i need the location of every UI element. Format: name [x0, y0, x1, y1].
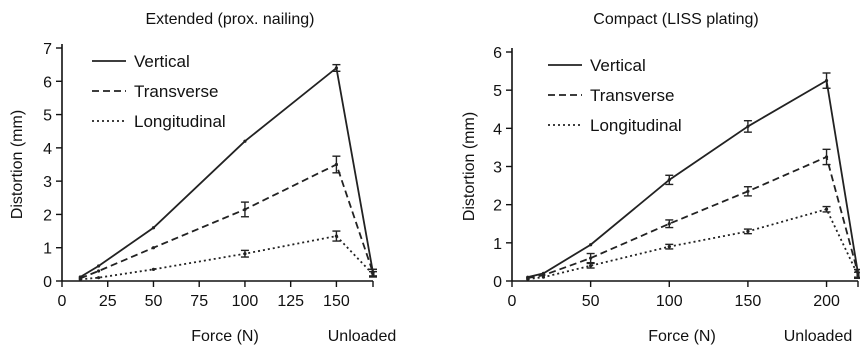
- x-tick-label: 150: [735, 293, 762, 310]
- y-tick-label: 2: [43, 207, 52, 224]
- data-point: [78, 277, 82, 281]
- y-axis-label: Distortion (mm): [9, 110, 26, 219]
- legend-label-vertical: Vertical: [134, 52, 190, 71]
- series-line-transverse: [527, 155, 859, 279]
- legend-label-vertical: Vertical: [590, 56, 646, 75]
- chart-panel-1: Extended (prox. nailing) 0 1 2 3 4 5 6 7 0 25 50 75 1…: [9, 11, 396, 345]
- data-point: [824, 207, 829, 211]
- data-point: [667, 222, 671, 226]
- data-point: [151, 246, 156, 250]
- x-tick-label: 0: [508, 293, 517, 310]
- series-vertical: [526, 72, 860, 279]
- y-tick-label: 2: [493, 198, 502, 215]
- data-point: [667, 245, 671, 249]
- y-tick-label: 3: [43, 174, 52, 191]
- y-tick-label: 0: [493, 274, 502, 291]
- x-category-label-unloaded: Unloaded: [784, 328, 853, 345]
- x-tick-label: 0: [58, 293, 67, 310]
- data-point: [151, 226, 156, 230]
- x-axis-label: Force (N): [648, 328, 716, 345]
- legend-label-transverse: Transverse: [134, 82, 218, 101]
- x-category-label-unloaded: Unloaded: [328, 328, 397, 345]
- data-point: [746, 189, 750, 193]
- data-point: [334, 66, 339, 70]
- data-point: [589, 256, 593, 260]
- x-tick-label: 50: [582, 293, 600, 310]
- series-vertical: [78, 63, 377, 279]
- series-line-vertical: [79, 66, 374, 278]
- y-tick-label: 0: [43, 274, 52, 291]
- x-tick-label: 100: [232, 293, 259, 310]
- data-point: [589, 243, 593, 247]
- chart-title: Extended (prox. nailing): [146, 11, 315, 28]
- x-tick-label: 150: [323, 293, 350, 310]
- data-point: [334, 234, 339, 238]
- y-tick-label: 4: [43, 141, 52, 158]
- series-line-longitudinal: [527, 208, 859, 280]
- data-point: [824, 155, 829, 159]
- series-longitudinal: [526, 205, 860, 281]
- x-axis-label: Force (N): [191, 328, 259, 345]
- y-tick-label: 4: [493, 121, 502, 138]
- x-tick-label: 100: [656, 293, 683, 310]
- series-line-longitudinal: [80, 235, 374, 281]
- series-longitudinal: [78, 230, 377, 281]
- data-point: [371, 272, 375, 276]
- series-transverse: [526, 148, 860, 280]
- data-point: [96, 264, 101, 268]
- y-tick-label: 7: [43, 41, 52, 58]
- data-point: [541, 275, 546, 279]
- series-line-transverse: [79, 163, 374, 280]
- data-point: [667, 178, 671, 182]
- y-axis-label: Distortion (mm): [461, 112, 478, 221]
- data-point: [856, 273, 860, 277]
- y-tick-label: 6: [493, 45, 502, 62]
- x-tick-label: 125: [277, 293, 304, 310]
- y-tick-label: 5: [493, 83, 502, 100]
- legend-label-longitudinal: Longitudinal: [590, 116, 682, 135]
- data-point: [243, 252, 247, 256]
- x-tick-label: 200: [813, 293, 840, 310]
- data-point: [334, 162, 339, 167]
- y-tick-label: 5: [43, 108, 52, 125]
- data-point: [589, 264, 593, 268]
- data-point: [96, 269, 101, 273]
- chart-panel-2: Compact (LISS plating) 0 1 2 3 4 5 6 0 50 100 150 20…: [461, 11, 860, 345]
- data-point: [746, 229, 750, 233]
- data-point: [243, 207, 247, 212]
- data-point: [151, 267, 156, 271]
- data-point: [746, 124, 750, 129]
- series-line-vertical: [527, 79, 859, 279]
- x-tick-label: 25: [99, 293, 117, 310]
- y-tick-label: 6: [43, 74, 52, 91]
- legend-label-longitudinal: Longitudinal: [134, 112, 226, 131]
- x-tick-label: 50: [145, 293, 163, 310]
- y-tick-label: 1: [43, 241, 52, 258]
- legend-label-transverse: Transverse: [590, 86, 674, 105]
- y-tick-label: 3: [493, 160, 502, 177]
- data-point: [96, 276, 101, 280]
- y-tick-label: 1: [493, 236, 502, 253]
- chart-title: Compact (LISS plating): [593, 11, 758, 28]
- x-tick-label: 75: [190, 293, 208, 310]
- data-point: [526, 277, 530, 281]
- data-point: [824, 79, 829, 83]
- series-transverse: [78, 155, 377, 280]
- data-point: [243, 139, 247, 143]
